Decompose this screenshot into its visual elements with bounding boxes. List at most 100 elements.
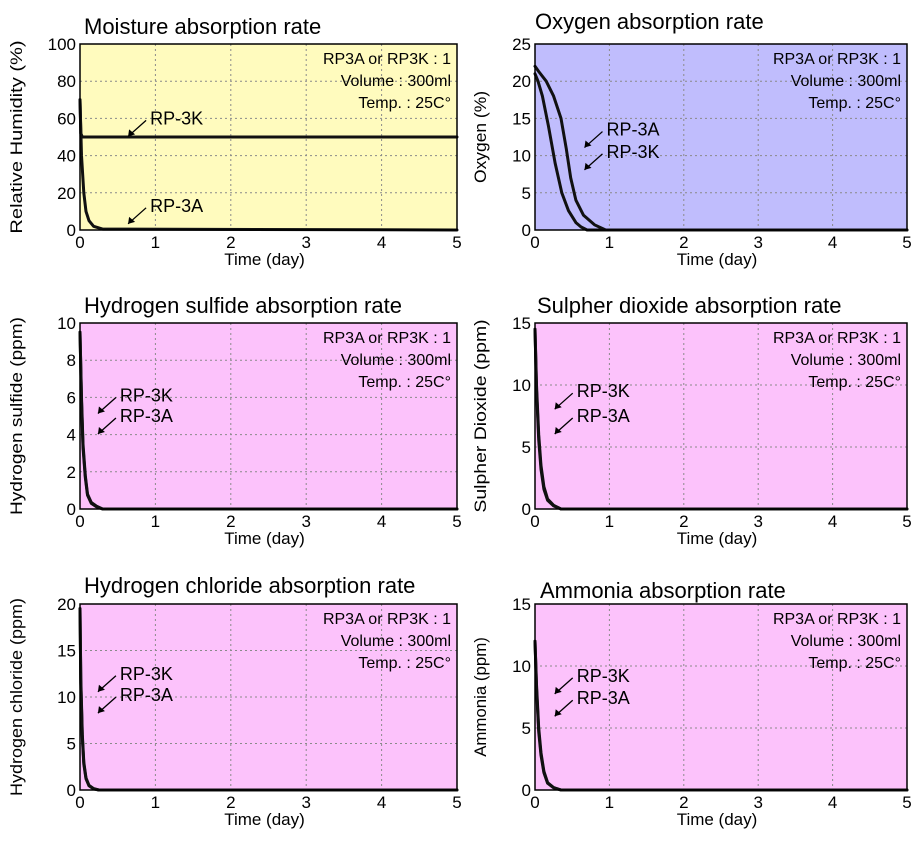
x-axis-label: Time (day)	[224, 250, 305, 269]
y-axis-label: Ammonia (ppm)	[471, 637, 490, 757]
chart-panel-1: 0204060801000 1 2 3 4 5Time (day)Relative Hum…	[7, 14, 462, 269]
chart-panel-3: 0 2 4 6 8 10 0 1 2 3 4 5 Time (day) Hydrogen sulfide …	[7, 293, 462, 548]
conditions-text: Volume : 300ml	[341, 73, 451, 90]
y-tick-label: 20	[57, 184, 76, 203]
y-tick-label: 15	[512, 109, 531, 128]
y-axis-label: Oxygen (%)	[471, 91, 490, 183]
x-tick-label: 5	[452, 512, 461, 531]
series-annotation: RP-3A	[150, 196, 203, 216]
y-tick-label: 2	[67, 463, 76, 482]
y-tick-label: 100	[48, 35, 76, 54]
y-tick-label: 5	[522, 184, 531, 203]
y-tick-label: 5	[522, 438, 531, 457]
y-tick-label: 6	[67, 388, 76, 407]
chart-title: Sulpher dioxide absorption rate	[537, 293, 842, 318]
y-tick-label: 80	[57, 72, 76, 91]
x-tick-label: 4	[828, 233, 837, 252]
x-tick-label: 5	[902, 233, 911, 252]
y-axis-label: Hydrogen sulfide (ppm)	[7, 317, 26, 515]
series-annotation: RP-3A	[120, 406, 173, 426]
x-axis-label: Time (day)	[677, 529, 758, 548]
conditions-text: Temp. : 25C°	[358, 374, 451, 391]
conditions-text: Temp. : 25C°	[808, 655, 901, 672]
y-tick-label: 5	[67, 735, 76, 754]
y-tick-label: 15	[57, 642, 76, 661]
conditions-text: RP3A or RP3K : 1	[323, 611, 451, 628]
chart-panel-6: 0 5 10 15 0 1 2 3 4 5 Time (day) Ammonia (ppm) Ammon…	[471, 578, 911, 829]
x-axis-label: Time (day)	[224, 810, 305, 829]
conditions-text: RP3A or RP3K : 1	[773, 611, 901, 628]
y-tick-label: 10	[57, 314, 76, 333]
x-tick-label: 4	[377, 233, 386, 252]
y-axis-label: Hydrogen chloride (ppm)	[7, 598, 26, 796]
x-tick-label: 4	[377, 793, 386, 812]
x-axis-label: Time (day)	[677, 810, 758, 829]
x-tick-label: 0	[75, 233, 84, 252]
x-tick-label: 1	[605, 793, 614, 812]
series-annotation: RP-3A	[577, 688, 630, 708]
x-tick-label: 0	[530, 233, 539, 252]
y-tick-label: 5	[522, 719, 531, 738]
x-tick-label: 5	[902, 793, 911, 812]
y-tick-label: 20	[512, 72, 531, 91]
series-annotation: RP-3K	[120, 386, 173, 406]
y-tick-label: 40	[57, 147, 76, 166]
y-axis-label: Relative Humidity (%)	[7, 40, 26, 233]
conditions-text: Volume : 300ml	[791, 633, 901, 650]
y-tick-label: 15	[512, 595, 531, 614]
y-tick-label: 10	[512, 376, 531, 395]
conditions-text: Temp. : 25C°	[358, 655, 451, 672]
conditions-text: RP3A or RP3K : 1	[323, 330, 451, 347]
plot-background	[535, 44, 907, 230]
y-tick-label: 60	[57, 109, 76, 128]
y-tick-label: 20	[57, 595, 76, 614]
y-tick-label: 8	[67, 351, 76, 370]
x-tick-label: 0	[75, 512, 84, 531]
x-tick-label: 4	[377, 512, 386, 531]
series-annotation: RP-3K	[150, 108, 203, 128]
conditions-text: RP3A or RP3K : 1	[773, 330, 901, 347]
y-tick-label: 4	[67, 426, 76, 445]
x-tick-label: 1	[605, 512, 614, 531]
chart-title: Oxygen absorption rate	[535, 9, 764, 34]
conditions-text: Temp. : 25C°	[808, 374, 901, 391]
chart-panel-5: 0 5 10 15 20 0 1 2 3 4 5 Time (day) Hydrogen chlorid…	[7, 573, 462, 829]
x-tick-label: 4	[828, 793, 837, 812]
y-tick-label: 15	[512, 314, 531, 333]
x-tick-label: 5	[452, 793, 461, 812]
x-axis-label: Time (day)	[677, 250, 758, 269]
x-axis-label: Time (day)	[224, 529, 305, 548]
series-annotation: RP-3K	[606, 142, 659, 162]
x-tick-label: 1	[151, 793, 160, 812]
x-tick-label: 0	[75, 793, 84, 812]
conditions-text: Volume : 300ml	[791, 352, 901, 369]
series-annotation: RP-3K	[577, 381, 630, 401]
x-tick-label: 1	[151, 512, 160, 531]
chart-title: Hydrogen sulfide absorption rate	[84, 293, 402, 318]
x-tick-label: 4	[828, 512, 837, 531]
conditions-text: RP3A or RP3K : 1	[323, 51, 451, 68]
y-tick-label: 10	[57, 688, 76, 707]
chart-title: Ammonia absorption rate	[540, 578, 786, 603]
conditions-text: Volume : 300ml	[791, 73, 901, 90]
conditions-text: Temp. : 25C°	[358, 95, 451, 112]
y-tick-label: 10	[512, 147, 531, 166]
x-tick-label: 5	[902, 512, 911, 531]
x-tick-label: 0	[530, 512, 539, 531]
conditions-text: Volume : 300ml	[341, 352, 451, 369]
conditions-text: RP3A or RP3K : 1	[773, 51, 901, 68]
chart-panel-4: 0510150 1 2 3 4 5Time (day)Sulpher Dioxide (p…	[471, 293, 911, 548]
chart-title: Moisture absorption rate	[84, 14, 321, 39]
x-tick-label: 1	[605, 233, 614, 252]
conditions-text: Volume : 300ml	[341, 633, 451, 650]
y-tick-label: 25	[512, 35, 531, 54]
chart-title: Hydrogen chloride absorption rate	[84, 573, 415, 598]
conditions-text: Temp. : 25C°	[808, 95, 901, 112]
y-axis-label: Sulpher Dioxide (ppm)	[471, 319, 490, 512]
series-annotation: RP-3A	[120, 685, 173, 705]
series-annotation: RP-3A	[577, 406, 630, 426]
y-tick-label: 10	[512, 657, 531, 676]
series-annotation: RP-3A	[606, 120, 659, 140]
x-tick-label: 0	[530, 793, 539, 812]
